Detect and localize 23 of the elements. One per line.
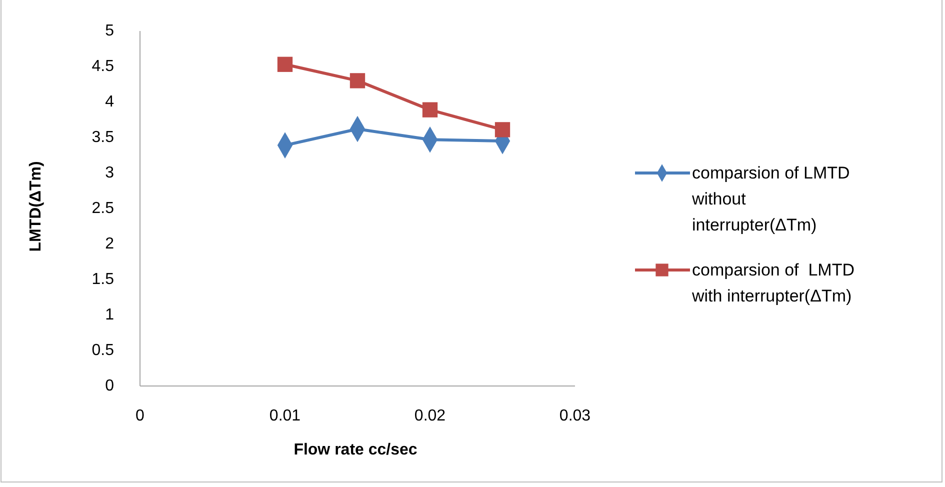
y-tick-label: 1: [105, 306, 114, 324]
y-axis-title: LMTD(ΔTm): [28, 161, 44, 252]
x-tick-label: 0.01: [269, 408, 301, 424]
y-tick-label: 0: [105, 378, 114, 394]
y-tick-label: 2: [105, 236, 114, 252]
legend-label: comparsion of LMTD without interrupter(ΔTm): [691, 164, 850, 234]
y-tick-label: 4: [105, 94, 114, 110]
x-axis-title: Flow rate cc/sec: [294, 442, 418, 458]
y-tick-label: 1.5: [92, 271, 114, 288]
x-tick-label: 0.02: [414, 408, 446, 424]
point: [277, 56, 293, 72]
point: [422, 102, 438, 118]
y-tick-label: 0.5: [92, 342, 114, 359]
point: [494, 122, 510, 138]
legend-label: comparsion of LMTD with interrupter(ΔTm): [691, 260, 854, 306]
x-tick-label: 0.03: [559, 408, 591, 424]
y-tick-label: 4.5: [92, 58, 114, 75]
y-tick-label: 3.5: [92, 129, 114, 146]
x-tick-label: 0: [136, 408, 145, 424]
y-tick-label: 2.5: [92, 200, 114, 217]
point: [350, 73, 366, 88]
y-tick-label: 3: [105, 164, 114, 182]
y-tick-label: 5: [105, 22, 114, 40]
